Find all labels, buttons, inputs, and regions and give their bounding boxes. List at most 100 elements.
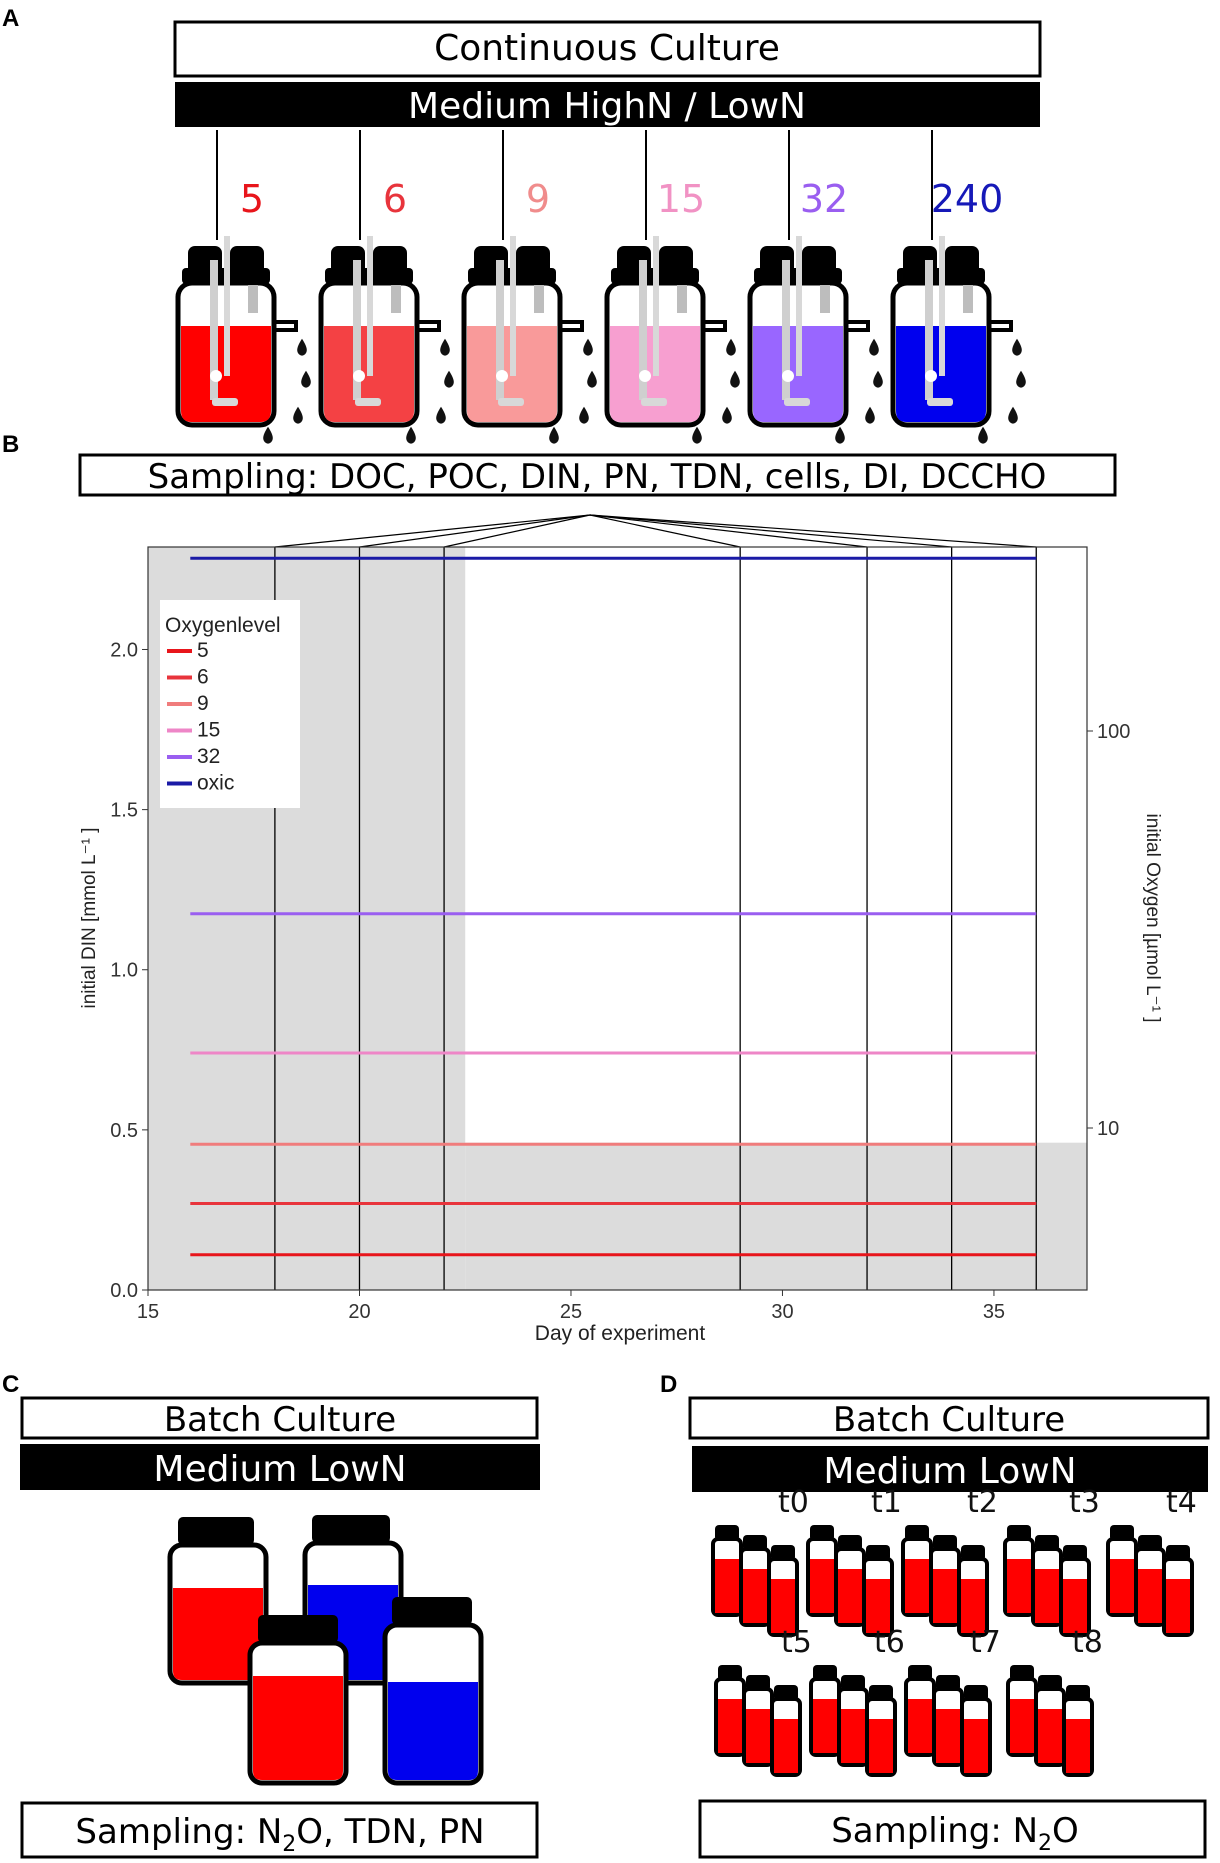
medium-box-d (692, 1446, 1208, 1492)
reactor-probe (653, 236, 659, 376)
timepoint-label: t1 (871, 1485, 902, 1520)
vial-liquid (1035, 1569, 1059, 1623)
timepoint-label: t0 (778, 1485, 809, 1520)
vial-liquid (1007, 1559, 1031, 1613)
drip-droplet (730, 370, 740, 388)
reactor-group: 5 6 9 15 32 240 (175, 130, 1026, 444)
reactor-probe (224, 236, 230, 376)
sampling-box-b (78, 453, 1117, 497)
vial-group-t3: t3 (1003, 1485, 1100, 1637)
medium-box-c (20, 1444, 540, 1490)
drip-droplet (726, 338, 736, 356)
drip-droplet (1012, 338, 1022, 356)
vial-liquid (1063, 1579, 1087, 1633)
vial-group-t5: t5 (714, 1625, 812, 1777)
drip-droplet (293, 406, 303, 424)
vial-group-t1: t1 (806, 1485, 902, 1637)
timepoint-label: t5 (781, 1625, 812, 1660)
reactor-sensor (248, 285, 258, 313)
reactor-sensor (391, 285, 401, 313)
reactor-outlet (989, 320, 1013, 332)
bottle-liquid (253, 1676, 343, 1780)
reactor-probe (796, 236, 802, 376)
vial-liquid (718, 1699, 742, 1753)
timepoint-label: t4 (1166, 1485, 1197, 1520)
bottle-cap (392, 1597, 472, 1625)
x-tick-label: 20 (348, 1301, 370, 1323)
reactor-outlet (274, 320, 298, 332)
y-tick-label: 0.5 (110, 1120, 138, 1142)
reactor-9: 9 (461, 130, 597, 444)
drip-droplet (835, 426, 845, 444)
legend-entry: 32 (197, 745, 220, 768)
reactor-6: 6 (318, 130, 454, 444)
sampling-box-c (20, 1801, 539, 1859)
sampling-connector (359, 514, 591, 548)
stirrer-bar (639, 370, 651, 382)
vial-liquid (905, 1559, 929, 1613)
drip-droplet (1008, 406, 1018, 424)
drip-droplet (587, 370, 597, 388)
drip-droplet (549, 426, 559, 444)
vial-liquid (869, 1719, 893, 1773)
bottle-liquid (388, 1682, 478, 1780)
bottle-cap (178, 1517, 254, 1545)
vial-group-t2: t2 (901, 1485, 998, 1637)
vial-liquid (743, 1569, 767, 1623)
reactor-probe (782, 260, 790, 400)
x-tick-label: 35 (983, 1301, 1005, 1323)
reactor-probe-foot (212, 398, 238, 406)
sampling-connector (589, 514, 1037, 548)
sampling-label-d: Sampling: N2O (831, 1811, 1079, 1856)
vial-liquid (936, 1709, 960, 1763)
reactor-label: 5 (240, 177, 264, 221)
legend-entry: 5 (197, 639, 209, 662)
sampling-connector (589, 514, 741, 548)
drip-droplet (978, 426, 988, 444)
batch-culture-box-c (20, 1396, 539, 1440)
timepoint-label: t6 (874, 1625, 905, 1660)
drip-droplet (869, 338, 879, 356)
drip-droplet (722, 406, 732, 424)
bottle-cap (312, 1515, 390, 1543)
y-tick-label: 0.0 (110, 1280, 138, 1302)
panel-letter-b: B (2, 431, 19, 458)
reactor-label: 6 (383, 177, 407, 221)
x-tick-label: 30 (771, 1301, 793, 1323)
vial-liquid (933, 1569, 957, 1623)
vial-group-t4: t4 (1106, 1485, 1197, 1637)
vial-liquid (1010, 1699, 1034, 1753)
stirrer-bar (210, 370, 222, 382)
x-tick-label: 25 (560, 1301, 582, 1323)
reactor-outlet (846, 320, 870, 332)
sampling-box-d (698, 1799, 1207, 1859)
reactor-outlet (703, 320, 727, 332)
batch-culture-box-d (688, 1396, 1210, 1440)
reactor-probe-foot (498, 398, 524, 406)
reactor-outlet (560, 320, 584, 332)
reactor-probe (510, 236, 516, 376)
y2-axis-title: initial Oxygen [µmol L⁻¹ ] (1142, 814, 1163, 1023)
panel-letter-d: D (660, 1371, 677, 1398)
bottle-cap (258, 1615, 338, 1643)
vial-liquid (774, 1719, 798, 1773)
stirrer-bar (496, 370, 508, 382)
panel-letter-c: C (2, 1371, 19, 1398)
y-axis-title: initial DIN [mmol L⁻¹ ] (79, 827, 100, 1008)
panel-letter-a: A (2, 5, 19, 32)
reactor-sensor (820, 285, 830, 313)
reactor-15: 15 (604, 130, 740, 444)
reactor-sensor (963, 285, 973, 313)
reactor-probe (496, 260, 504, 400)
vial-liquid (964, 1719, 988, 1773)
medium-label-a: Medium HighN / LowN (408, 86, 806, 127)
drip-droplet (297, 338, 307, 356)
vial-liquid (810, 1559, 834, 1613)
reactor-240: 240 (890, 130, 1026, 444)
reactor-sensor (534, 285, 544, 313)
reactor-32: 32 (747, 130, 883, 444)
x-tick-label: 15 (137, 1301, 159, 1323)
drip-droplet (583, 338, 593, 356)
